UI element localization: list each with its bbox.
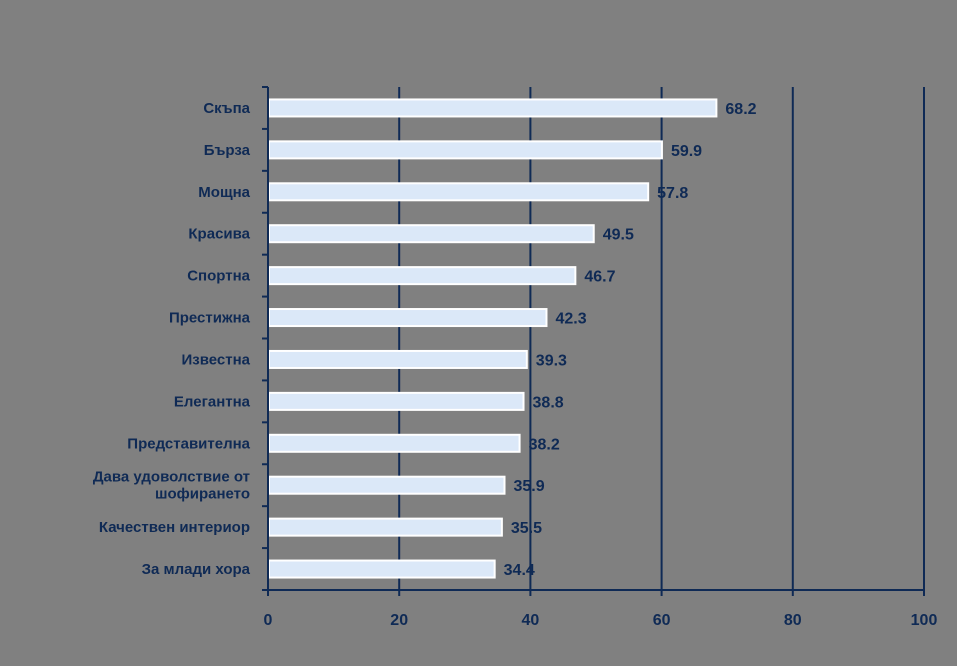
data-label: 38.2 xyxy=(529,436,560,453)
category-label: Престижна xyxy=(169,310,251,327)
data-label: 39.3 xyxy=(536,352,567,369)
data-label: 35.9 xyxy=(514,478,545,495)
axes xyxy=(262,86,925,596)
category-label: Бърза xyxy=(204,142,251,159)
grid-lines xyxy=(398,87,925,590)
bar-8 xyxy=(268,433,521,453)
x-tick-label: 40 xyxy=(522,612,540,629)
bars xyxy=(268,98,718,579)
data-label: 46.7 xyxy=(584,269,615,286)
category-label: Скъпа xyxy=(203,100,250,117)
data-label: 34.4 xyxy=(504,562,535,579)
x-tick-label: 60 xyxy=(653,612,671,629)
category-label: Мощна xyxy=(198,184,250,201)
data-label: 59.9 xyxy=(671,143,702,160)
category-label: Спортна xyxy=(187,268,250,285)
bar-5 xyxy=(268,308,548,328)
data-label: 68.2 xyxy=(725,101,756,118)
x-tick-label: 100 xyxy=(911,612,938,629)
category-label: Качествен интериор xyxy=(99,519,250,536)
data-label: 49.5 xyxy=(603,227,634,244)
bar-7 xyxy=(268,391,525,411)
data-label: 42.3 xyxy=(555,311,586,328)
bar-0 xyxy=(268,98,718,118)
category-label: Красива xyxy=(188,226,250,243)
bar-4 xyxy=(268,266,577,286)
data-label: 57.8 xyxy=(657,185,688,202)
data-label: 38.8 xyxy=(533,394,564,411)
category-label: Представителна xyxy=(127,435,250,452)
bar-9 xyxy=(268,475,506,495)
x-tick-label: 80 xyxy=(784,612,802,629)
bar-1 xyxy=(268,140,663,160)
category-label: Известна xyxy=(182,351,251,368)
data-label: 35.5 xyxy=(511,520,542,537)
bar-2 xyxy=(268,182,650,202)
bar-6 xyxy=(268,349,528,369)
bar-11 xyxy=(268,559,496,579)
bar-10 xyxy=(268,517,503,537)
bar-3 xyxy=(268,224,595,244)
category-label: Дава удоволствие от шофирането xyxy=(93,469,250,503)
category-label: За млади хора xyxy=(142,561,251,578)
x-tick-label: 0 xyxy=(264,612,273,629)
labels: 0 20 40 60 80 100 Скъпа Бърза Мощна Красива Спортн… xyxy=(93,100,938,629)
x-tick-label: 20 xyxy=(390,612,408,629)
category-label: Елегантна xyxy=(174,393,251,410)
